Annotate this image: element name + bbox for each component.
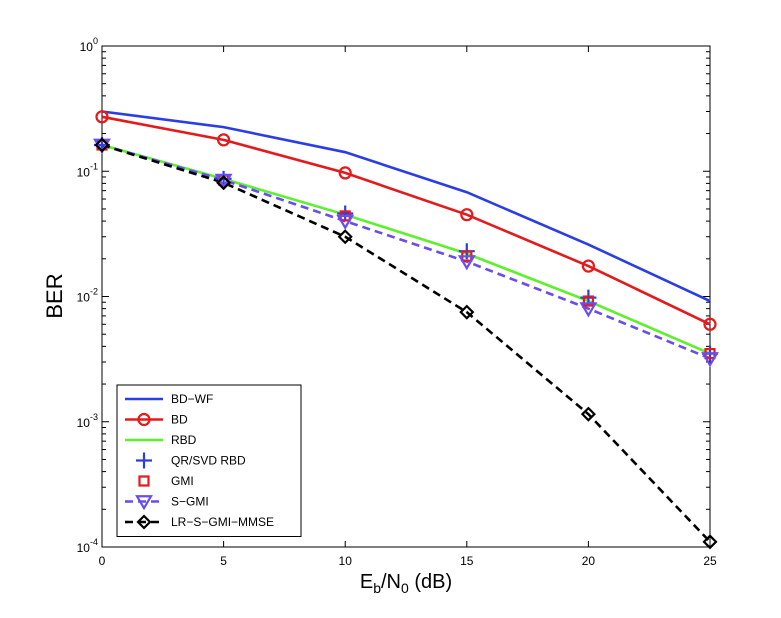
series-6-point-2 bbox=[337, 229, 353, 245]
x-axis-label-sub2: 0 bbox=[401, 580, 409, 596]
legend-label-2: RBD bbox=[171, 433, 197, 447]
legend-label-3: QR/SVD RBD bbox=[171, 454, 246, 468]
legend-label-1: BD bbox=[171, 413, 188, 427]
x-tick-label-0: 0 bbox=[99, 554, 106, 568]
legend-marker-3 bbox=[136, 452, 152, 469]
series-6-point-0 bbox=[94, 137, 110, 153]
x-axis-label: Eb/N0 (dB) bbox=[360, 571, 452, 596]
series-5-point-4 bbox=[579, 302, 598, 318]
series-1-point-3 bbox=[460, 208, 474, 222]
series-6-point-3 bbox=[459, 304, 475, 320]
series-line-6 bbox=[101, 143, 711, 543]
series-5-point-5 bbox=[701, 352, 719, 368]
series-1-point-1 bbox=[217, 133, 231, 147]
series-line-1 bbox=[101, 115, 711, 326]
series-6-point-4 bbox=[580, 406, 596, 422]
series-line-0 bbox=[101, 110, 711, 303]
y-tick-label-0: 100 bbox=[80, 36, 98, 54]
series-5-point-3 bbox=[457, 255, 476, 271]
x-tick-label-1: 5 bbox=[220, 554, 227, 568]
y-axis-label: BER bbox=[42, 273, 67, 318]
series-6-point-1 bbox=[216, 175, 232, 191]
y-tick-label-1: 10-1 bbox=[77, 161, 98, 179]
series-5-point-2 bbox=[336, 214, 355, 230]
y-tick-label-4: 10-4 bbox=[77, 537, 98, 555]
legend-marker-6 bbox=[136, 514, 152, 530]
legend-marker-5 bbox=[135, 495, 153, 511]
series-6-point-5 bbox=[702, 534, 718, 550]
series-1-point-5 bbox=[703, 317, 717, 331]
axis-ticks bbox=[101, 45, 711, 548]
x-axis-label-main: E bbox=[360, 571, 373, 593]
x-axis-label-tail: (dB) bbox=[409, 571, 452, 593]
x-tick-label-2: 10 bbox=[339, 554, 353, 568]
legend-marker-4 bbox=[138, 475, 150, 487]
series-4-point-4 bbox=[582, 295, 595, 307]
series-layer bbox=[101, 110, 711, 543]
x-tick-label-5: 25 bbox=[703, 554, 717, 568]
x-axis-label-sub: b bbox=[373, 580, 381, 596]
x-tick-label-4: 20 bbox=[582, 554, 596, 568]
series-1-point-4 bbox=[581, 259, 596, 273]
y-tick-label-3: 10-3 bbox=[77, 412, 98, 430]
legend-label-5: S−GMI bbox=[171, 495, 209, 509]
axis-tick-labels: 0 5 10 15 20 25 100 10-1 10-2 10-3 10-4 bbox=[77, 36, 717, 568]
series-1-point-0 bbox=[95, 110, 109, 124]
legend: BD−WF BD RBD QR/SVD RBD GMI S−GMI LR−S−GMI−MMS… bbox=[116, 384, 302, 537]
legend-label-4: GMI bbox=[171, 474, 194, 488]
y-tick-label-2: 10-2 bbox=[77, 287, 98, 305]
series-line-5 bbox=[101, 143, 711, 360]
marker-layer bbox=[93, 110, 719, 550]
series-1-point-2 bbox=[338, 166, 352, 180]
legend-label-0: BD−WF bbox=[171, 392, 213, 406]
x-tick-label-3: 15 bbox=[460, 554, 474, 568]
legend-label-6: LR−S−GMI−MMSE bbox=[171, 515, 274, 529]
x-axis-label-mid: /N bbox=[381, 571, 401, 593]
legend-marker-1 bbox=[137, 412, 151, 427]
